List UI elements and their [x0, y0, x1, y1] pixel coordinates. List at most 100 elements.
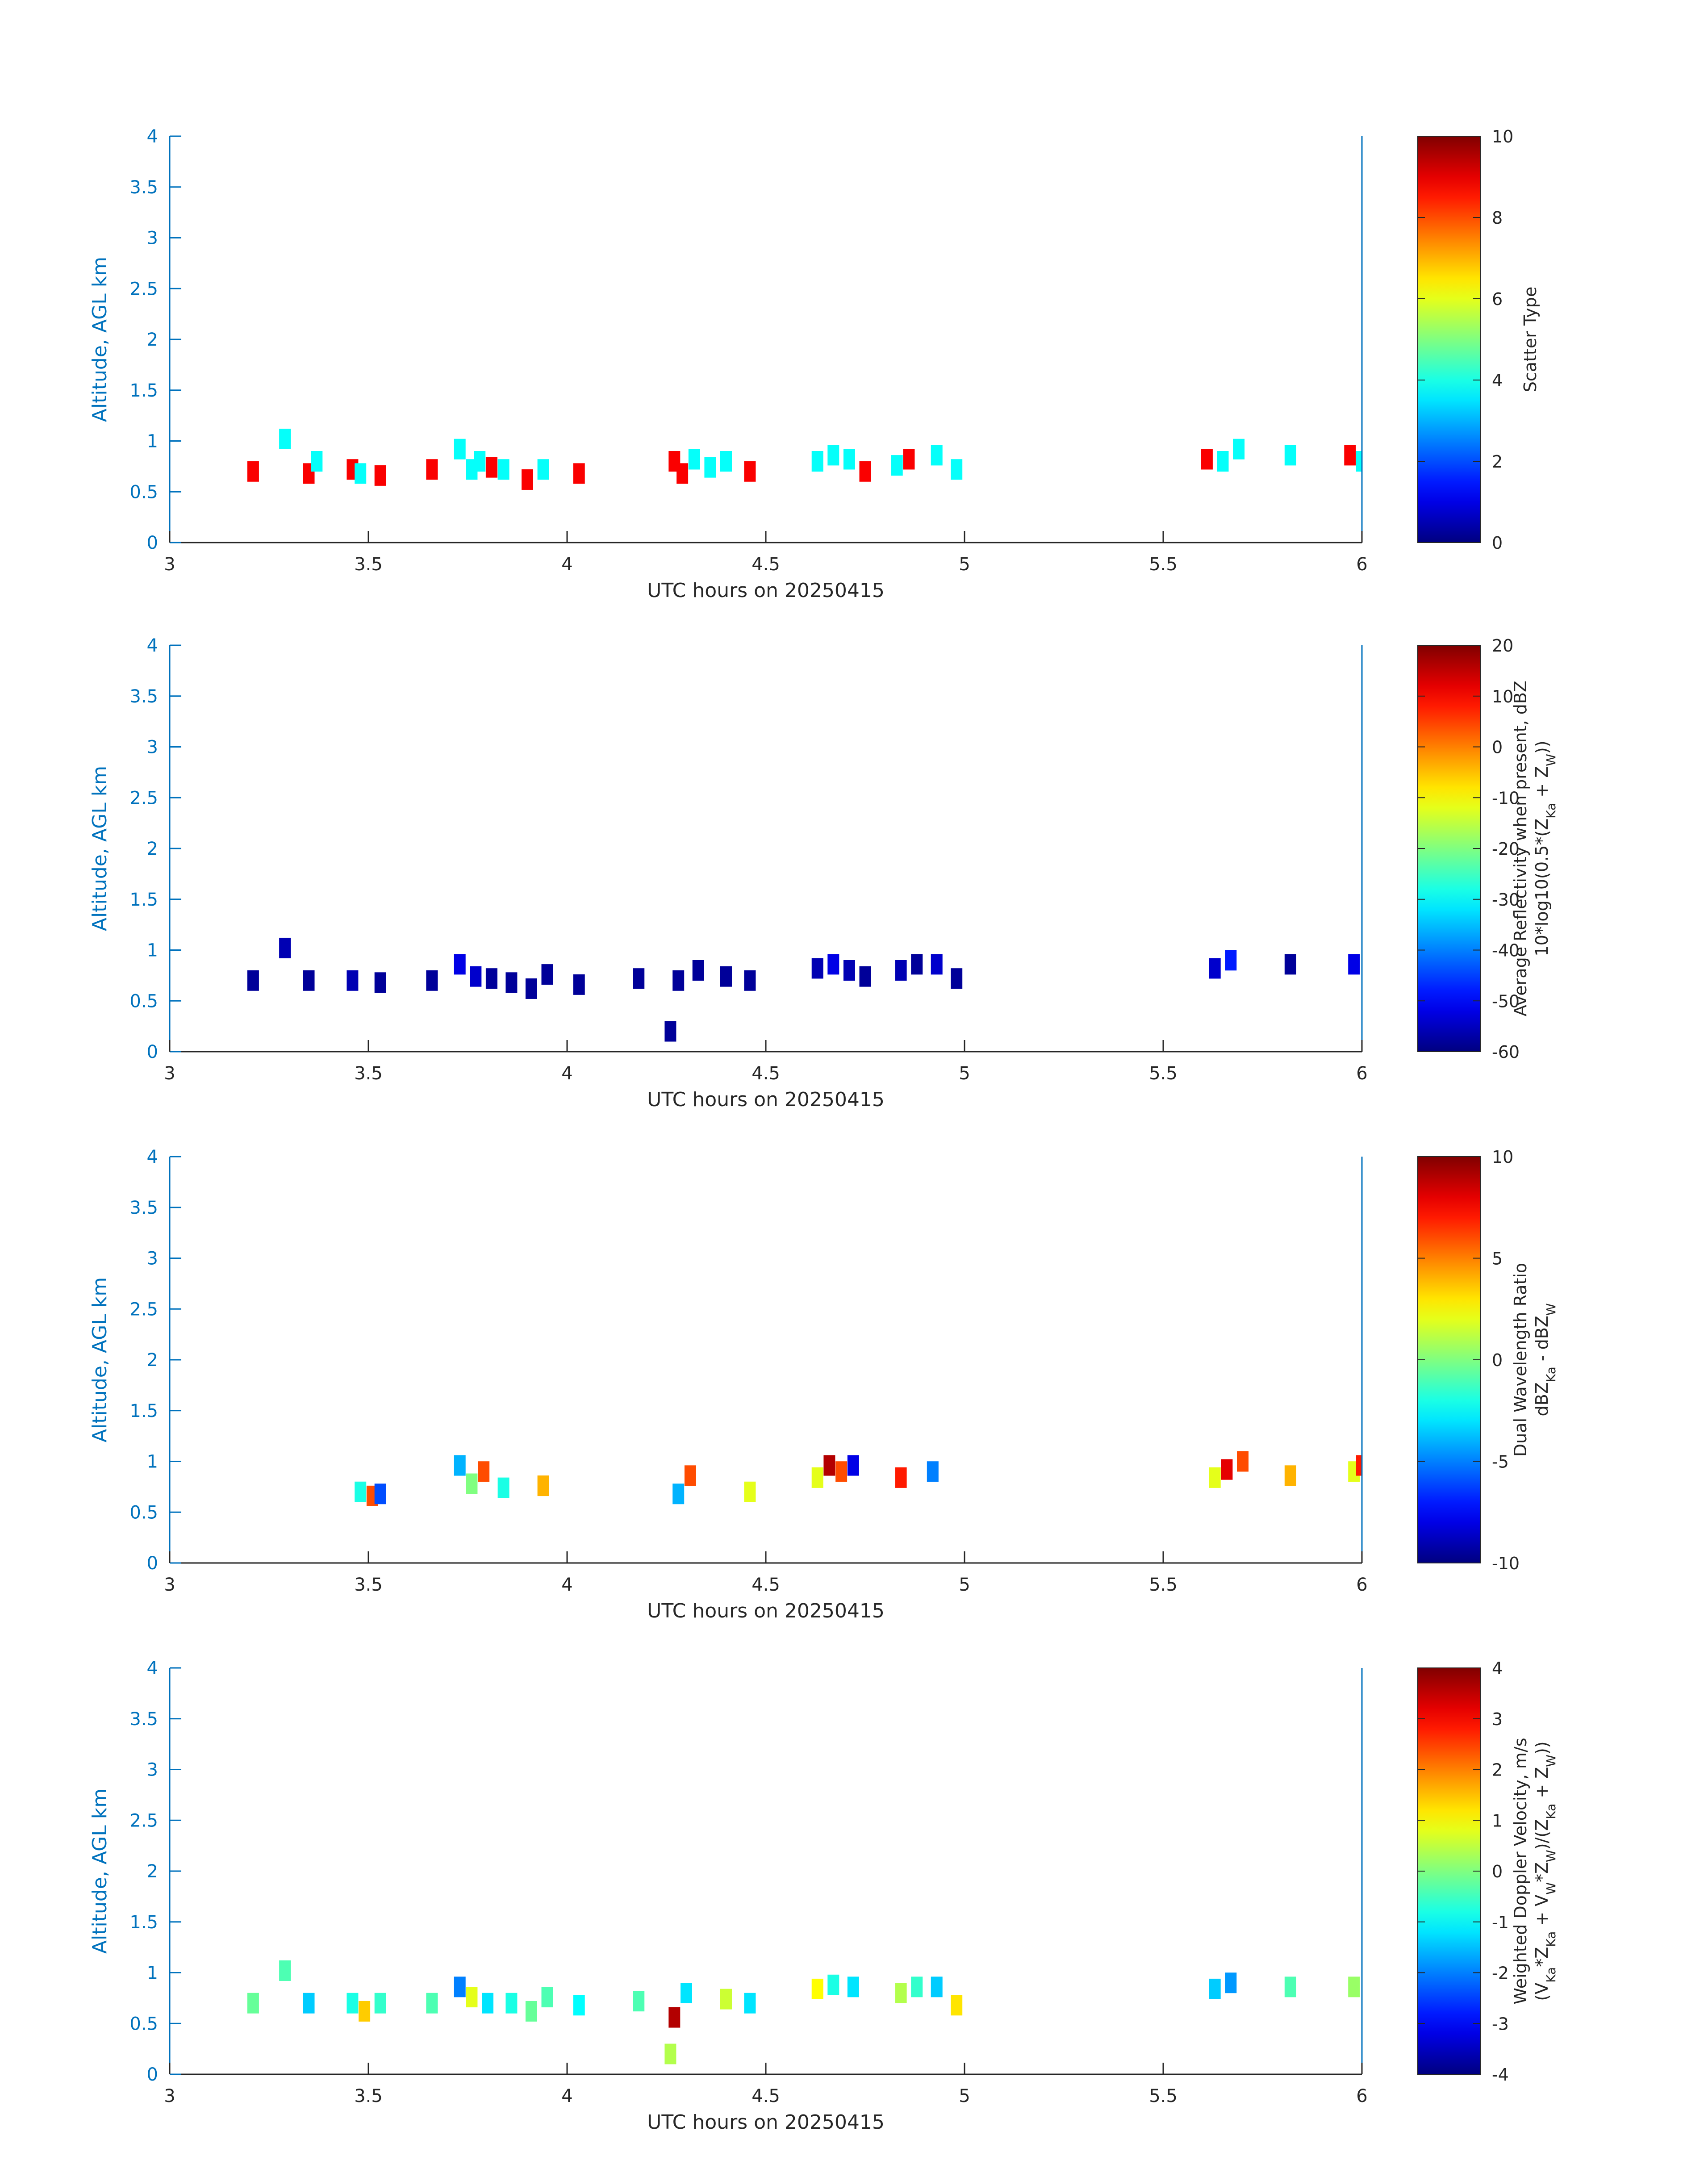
colorbar-tick-label: -5 [1492, 1452, 1509, 1472]
heatmap-cell [1225, 1972, 1237, 1993]
colorbar-tick-label: -2 [1492, 1964, 1509, 1983]
colorbar-label: Weighted Doppler Velocity, m/s (VKa*ZKa +… [1511, 1738, 1558, 2004]
x-tick-label: 4 [561, 1575, 572, 1595]
heatmap-cell [525, 2001, 537, 2022]
heatmap-cell [720, 966, 732, 987]
colorbar-tick-label: -30 [1492, 890, 1520, 910]
y-tick-label: 4 [147, 1658, 158, 1679]
colorbar-tick-label: 2 [1492, 452, 1503, 472]
heatmap-cell [537, 459, 549, 480]
heatmap-cell [279, 1960, 291, 1981]
heatmap-cell [827, 445, 839, 466]
x-tick-label: 5.5 [1149, 554, 1178, 575]
heatmap-cell [1348, 954, 1360, 975]
colorbar-tick-label: 10 [1492, 687, 1513, 706]
x-tick-label: 6 [1356, 2086, 1367, 2106]
colorbar [1417, 1667, 1481, 2075]
heatmap-cell [811, 1978, 823, 1999]
y-tick-label: 1 [147, 940, 158, 961]
heatmap-cell [247, 461, 259, 482]
heatmap-cell [891, 455, 903, 476]
heatmap-cell [474, 451, 486, 472]
y-tick-label: 2 [147, 839, 158, 859]
heatmap-cell [247, 970, 259, 991]
x-tick-label: 3 [164, 1063, 175, 1084]
heatmap-cell [374, 465, 386, 486]
colorbar-tick-label: 10 [1492, 1147, 1513, 1167]
heatmap-cell [573, 1995, 585, 2016]
colorbar-tick-label: -3 [1492, 2014, 1509, 2034]
colorbar-tick-label: -50 [1492, 991, 1520, 1011]
x-tick-label: 5 [959, 1575, 970, 1595]
x-tick-label: 3.5 [354, 554, 383, 575]
heatmap-cell [827, 954, 839, 975]
heatmap-cell [279, 937, 291, 958]
colorbar-label-part: )/(Z [1532, 1819, 1552, 1850]
colorbar-label-part: + V [1532, 1895, 1552, 1931]
colorbar-tick-label: -10 [1492, 788, 1520, 808]
colorbar [1417, 136, 1481, 543]
heatmap-cell [720, 1989, 732, 2010]
x-axis-label: UTC hours on 20250415 [647, 1600, 885, 1622]
heatmap-cell [303, 1993, 315, 2014]
x-tick-label: 5 [959, 1063, 970, 1084]
y-axis-label: Altitude, AGL km [88, 1788, 111, 1954]
heatmap-cell [720, 451, 732, 472]
heatmap-cell [911, 1976, 923, 1997]
y-tick-label: 4 [147, 1147, 158, 1167]
colorbar-label-part: )) [1532, 1741, 1552, 1755]
y-axis-label: Altitude, AGL km [88, 1277, 111, 1442]
heatmap-cell [895, 1983, 907, 2003]
heatmap-cell [525, 978, 537, 999]
heatmap-cell [931, 1976, 943, 1997]
y-tick-label: 2.5 [129, 1299, 158, 1320]
heatmap-cell [664, 1021, 677, 1042]
heatmap-cell [454, 1455, 466, 1476]
x-tick-label: 4.5 [752, 554, 780, 575]
heatmap-cell [497, 1477, 509, 1498]
y-tick-label: 3 [147, 1249, 158, 1269]
heatmap-cell [485, 457, 497, 478]
x-tick-label: 5 [959, 554, 970, 575]
colorbar-label-part: Ka [1544, 1366, 1558, 1382]
y-tick-label: 0 [147, 1553, 158, 1574]
colorbar-tick-label: 4 [1492, 1659, 1503, 1678]
y-tick-label: 1 [147, 1452, 158, 1472]
y-tick-label: 1.5 [129, 890, 158, 910]
y-tick-label: 0.5 [129, 482, 158, 502]
heatmap-cell [843, 960, 855, 981]
heatmap-cell [672, 970, 685, 991]
colorbar-tick-label: -20 [1492, 839, 1520, 859]
colorbar-label-part: )) [1532, 740, 1552, 754]
heatmap-cell [478, 1461, 490, 1482]
heatmap-cell [426, 1993, 438, 2014]
y-tick-label: 0.5 [129, 991, 158, 1011]
heatmap-cell [1284, 1976, 1296, 1997]
heatmap-cell [744, 970, 756, 991]
heatmap-cell [541, 964, 553, 985]
panel-1: 0 0.5 1 1.5 2 2.5 3 3.5 4 3 3.5 4 4.5 5 5.5 6 UTC hours … [88, 126, 1540, 602]
colorbar-tick-label: -1 [1492, 1913, 1509, 1932]
colorbar [1417, 645, 1481, 1052]
heatmap-cell [505, 972, 518, 993]
colorbar-label-part: 10*log10(0.5*(Z [1532, 819, 1552, 957]
colorbar-label-part: W [1544, 1850, 1558, 1862]
panel-3: 0 0.5 1 1.5 2 2.5 3 3.5 4 3 3.5 4 4.5 5 5.5 6 UTC hours … [88, 1147, 1558, 1622]
heatmap-cell [684, 1465, 696, 1486]
heatmap-cell [664, 2043, 677, 2064]
heatmap-cell [347, 1993, 359, 2014]
heatmap-cell [1348, 1976, 1360, 1997]
colorbar-tick-label: 6 [1492, 289, 1503, 309]
heatmap-cell [303, 970, 315, 991]
colorbar-tick-label: -10 [1492, 1554, 1520, 1573]
heatmap-cell [279, 428, 291, 449]
x-tick-label: 4 [561, 1063, 572, 1084]
heatmap-cell [355, 463, 367, 484]
x-axis-label: UTC hours on 20250415 [647, 2111, 885, 2134]
y-tick-label: 1 [147, 1963, 158, 1984]
heatmap-cell [247, 1993, 259, 2014]
heatmap-cell [454, 439, 466, 460]
colorbar-tick-label: -40 [1492, 941, 1520, 961]
colorbar-label: Average Reflectivity when present, dBZ 10… [1511, 681, 1558, 1016]
colorbar-label-part: Ka [1544, 803, 1558, 819]
